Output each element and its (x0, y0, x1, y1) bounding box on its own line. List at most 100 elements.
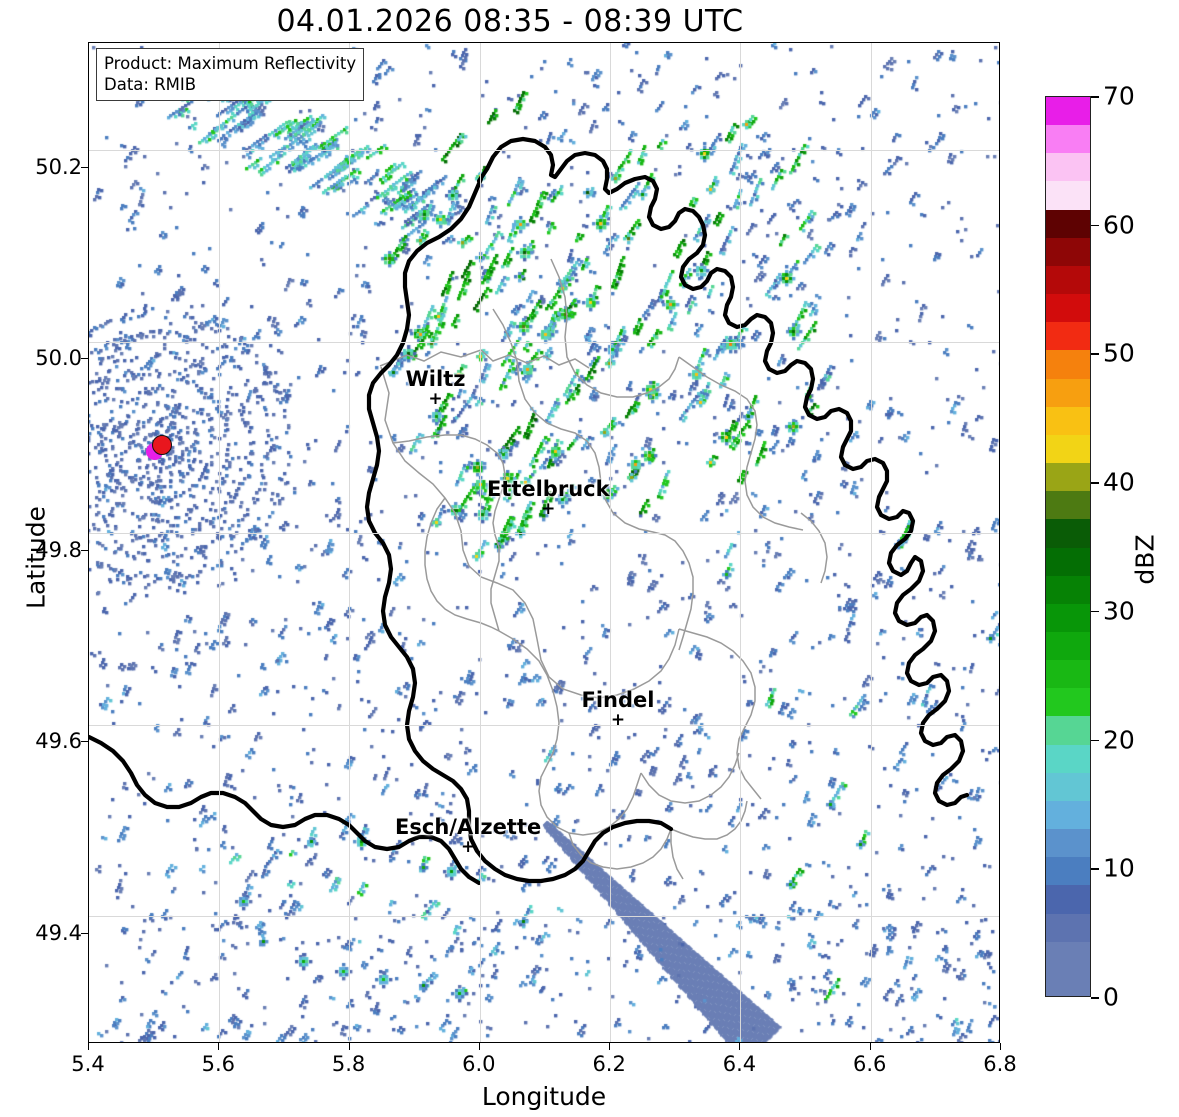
colorbar-tick (1091, 868, 1099, 870)
colorbar-tick (1091, 482, 1099, 484)
y-axis-tick-label: 49.8 (35, 537, 82, 562)
x-axis-tick (478, 1043, 480, 1050)
country-border-luxembourg (364, 176, 674, 884)
x-axis-tick (348, 1043, 350, 1050)
colorbar-tick-label: 0 (1103, 982, 1119, 1012)
x-axis-tick (218, 1043, 220, 1050)
x-axis-tick (88, 1043, 89, 1050)
colorbar-band (1046, 237, 1090, 266)
y-axis-tick (81, 166, 88, 168)
y-axis-tick (81, 549, 88, 551)
colorbar-tick (1091, 96, 1099, 98)
colorbar-band (1046, 294, 1090, 323)
colorbar-band (1046, 660, 1090, 689)
x-axis-tick-label: 6.8 (983, 1052, 1017, 1076)
gridline-vertical (349, 43, 350, 1042)
x-axis-tick (739, 1043, 741, 1050)
map-boundaries-layer (89, 136, 970, 886)
colorbar (1045, 96, 1091, 997)
radar-reflectivity-layer (89, 43, 999, 1042)
colorbar-band (1046, 322, 1090, 351)
gridline-horizontal (89, 725, 999, 726)
x-axis-tick-label: 6.2 (592, 1052, 626, 1076)
radar-site-dot (152, 435, 173, 456)
x-axis-tick-label: 6.0 (462, 1052, 496, 1076)
colorbar-band (1046, 350, 1090, 379)
gridline-horizontal (89, 150, 999, 151)
x-axis-title: Longitude (481, 1082, 607, 1111)
colorbar-band (1046, 800, 1090, 830)
gridline-horizontal (89, 533, 999, 534)
y-axis-tick-label: 50.0 (35, 346, 82, 371)
y-axis-tick-label: 49.4 (35, 920, 82, 945)
colorbar-band (1046, 265, 1090, 295)
gridline-vertical (871, 43, 872, 1042)
colorbar-band (1046, 857, 1090, 886)
colorbar-band (1046, 153, 1090, 182)
colorbar-band (1046, 885, 1090, 914)
colorbar-band (1046, 631, 1090, 661)
radar-map-plot[interactable]: Product: Maximum Reflectivity Data: RMIB… (88, 42, 1000, 1043)
colorbar-tick-label: 20 (1103, 725, 1135, 755)
colorbar-band (1046, 603, 1090, 632)
y-axis-tick (81, 358, 88, 360)
colorbar-tick (1091, 224, 1099, 227)
y-axis-tick-label: 50.2 (35, 154, 82, 179)
colorbar-band (1046, 491, 1090, 520)
colorbar-band (1046, 97, 1090, 126)
x-axis-tick-label: 5.4 (71, 1052, 105, 1076)
colorbar-tick-label: 30 (1103, 596, 1135, 626)
colorbar-band (1046, 519, 1090, 548)
gridline-vertical (480, 43, 481, 1042)
info-product-line: Product: Maximum Reflectivity (104, 54, 357, 73)
colorbar-band (1046, 716, 1090, 745)
colorbar-band (1046, 181, 1090, 210)
colorbar-band (1046, 744, 1090, 773)
x-axis-tick (609, 1043, 611, 1050)
colorbar-tick (1091, 610, 1099, 613)
colorbar-tick (1091, 353, 1099, 356)
info-data-line: Data: RMIB (104, 75, 197, 95)
colorbar-tick (1091, 739, 1099, 742)
x-axis-tick-label: 5.8 (331, 1052, 366, 1076)
gridline-horizontal (89, 916, 999, 917)
colorbar-band (1046, 575, 1090, 604)
colorbar-tick-label: 60 (1103, 210, 1135, 240)
x-axis-tick-label: 6.4 (722, 1052, 757, 1076)
colorbar-band (1046, 941, 1090, 970)
colorbar-band (1046, 688, 1090, 717)
colorbar-band (1046, 772, 1090, 801)
national-borders (476, 136, 970, 808)
colorbar-band (1046, 378, 1090, 407)
colorbar-band (1046, 125, 1090, 154)
colorbar-tick (1091, 997, 1099, 999)
y-axis-tick (81, 932, 88, 934)
colorbar-tick-label: 70 (1103, 81, 1135, 111)
x-axis-tick-label: 6.6 (853, 1052, 887, 1076)
x-axis-tick-label: 5.6 (201, 1052, 235, 1076)
canton-boundaries (379, 258, 828, 880)
info-legend-box: Product: Maximum Reflectivity Data: RMIB (96, 48, 365, 102)
x-axis-tick (1000, 1043, 1001, 1050)
gridline-vertical (610, 43, 611, 1042)
gridline-vertical (219, 43, 220, 1042)
colorbar-band (1046, 969, 1090, 996)
colorbar-band (1046, 547, 1090, 576)
gridline-vertical (740, 43, 741, 1042)
gridline-horizontal (89, 342, 999, 343)
page-title: 04.01.2026 08:35 - 08:39 UTC (276, 4, 744, 39)
colorbar-band (1046, 209, 1090, 238)
x-axis-tick (869, 1043, 871, 1050)
colorbar-tick-label: 10 (1103, 853, 1135, 883)
colorbar-tick-label: 50 (1103, 338, 1135, 368)
colorbar-band (1046, 434, 1090, 464)
colorbar-band (1046, 829, 1090, 858)
y-axis-tick (81, 741, 88, 743)
colorbar-title: dBZ (1130, 534, 1160, 585)
colorbar-band (1046, 913, 1090, 942)
colorbar-band (1046, 406, 1090, 435)
colorbar-tick-label: 40 (1103, 467, 1135, 497)
y-axis-tick-label: 49.6 (35, 729, 82, 754)
regional-border-west (89, 734, 482, 886)
colorbar-band (1046, 463, 1090, 492)
